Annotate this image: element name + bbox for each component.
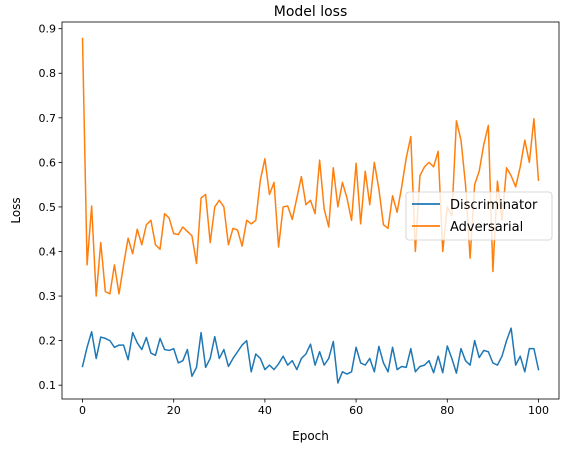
legend-box — [405, 191, 553, 241]
x-axis-label: Epoch — [292, 429, 329, 443]
y-tick-label: 0.3 — [39, 290, 57, 303]
axes-frame — [61, 21, 560, 400]
x-tick-label: 0 — [79, 404, 86, 417]
y-tick-label: 0.8 — [39, 67, 57, 80]
y-tick-label: 0.7 — [39, 112, 57, 125]
plot-area — [81, 37, 540, 384]
y-axis-label: Loss — [9, 197, 23, 223]
y-tick-label: 0.6 — [39, 156, 57, 169]
x-axis: 0 20 40 60 80 100 — [79, 399, 549, 417]
x-tick-label: 60 — [349, 404, 363, 417]
series-line-adversarial — [81, 37, 540, 297]
legend-label-adversarial: Adversarial — [450, 220, 523, 235]
y-tick-label: 0.9 — [39, 23, 57, 36]
y-axis: 0.1 0.2 0.3 0.4 0.5 0.6 0.7 0.8 0.9 — [39, 23, 62, 392]
legend-label-discriminator: Discriminator — [450, 198, 538, 213]
series-line-discriminator — [81, 327, 540, 384]
y-tick-label: 0.4 — [39, 245, 57, 258]
y-tick-label: 0.2 — [39, 335, 57, 348]
y-tick-label: 0.5 — [39, 201, 57, 214]
y-tick-label: 0.1 — [39, 379, 57, 392]
x-tick-label: 20 — [167, 404, 181, 417]
x-tick-label: 40 — [258, 404, 272, 417]
chart-title: Model loss — [274, 4, 348, 20]
x-tick-label: 80 — [440, 404, 454, 417]
x-tick-label: 100 — [528, 404, 549, 417]
legend: Discriminator Adversarial — [405, 191, 553, 241]
